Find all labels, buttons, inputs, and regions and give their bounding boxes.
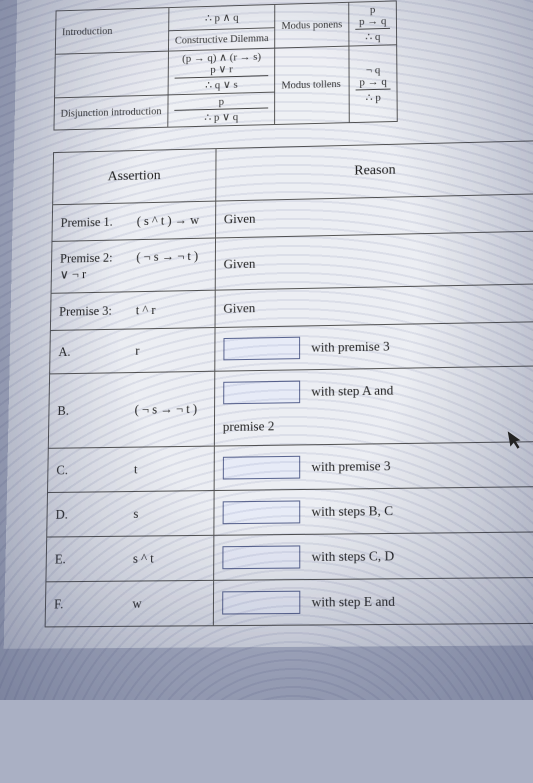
- cd-formula: (p → q) ∧ (r → s) p ∨ r ∴ q ∨ s: [168, 48, 275, 95]
- a-expr: r: [135, 344, 139, 358]
- c-reason: with premise 3: [311, 458, 390, 476]
- e-blank-input[interactable]: [222, 546, 300, 570]
- d-blank-input[interactable]: [222, 501, 300, 525]
- cd-prem2: p ∨ r: [210, 64, 232, 76]
- header-reason: Reason: [215, 141, 533, 201]
- row-f: F. w with step E and: [45, 578, 533, 627]
- mt-prem1: ¬ q: [366, 64, 380, 76]
- mp-prem1: p: [370, 4, 376, 16]
- e-reason: with steps C, D: [312, 548, 395, 566]
- mt-prem2: p → q: [359, 76, 386, 89]
- c-blank-input[interactable]: [223, 456, 300, 480]
- row-d: D. s with steps B, C: [47, 487, 533, 537]
- proof-table: Assertion Reason Premise 1. ( s ^ t ) → …: [45, 141, 533, 628]
- c-label: C.: [56, 462, 131, 478]
- cd-conc-top: ∴ p ∧ q: [169, 4, 275, 30]
- b-expr: ( ¬ s → ¬ t ): [135, 402, 198, 417]
- mp-prem2: p → q: [359, 15, 386, 27]
- f-blank-input[interactable]: [222, 591, 300, 615]
- p2-reason: Given: [215, 232, 533, 291]
- mt-conc: ∴ p: [355, 89, 391, 104]
- f-expr: w: [132, 596, 141, 611]
- di-conc: ∴ p ∨ q: [174, 109, 268, 125]
- a-reason: with premise 3: [311, 339, 390, 357]
- mp-name: Modus ponens: [275, 2, 349, 48]
- b-blank-input[interactable]: [223, 381, 300, 405]
- f-label: F.: [54, 596, 129, 612]
- mp-conc: ∴ q: [355, 29, 390, 44]
- p1-label: Premise 1.: [61, 214, 134, 230]
- row-e: E. s ^ t with steps C, D: [46, 532, 533, 582]
- rules-table: Introduction ∴ p ∧ q Modus ponens p p → …: [53, 0, 398, 131]
- mp-formula: p p → q ∴ q: [349, 1, 397, 46]
- row-p2: Premise 2: ( ¬ s → ¬ t ) ∨ ¬ r Given: [51, 232, 533, 294]
- p2-label: Premise 2:: [60, 251, 133, 267]
- header-assertion: Assertion: [53, 149, 216, 205]
- p3-expr: t ^ r: [136, 303, 156, 317]
- p3-label: Premise 3:: [59, 303, 133, 319]
- c-expr: t: [134, 462, 138, 476]
- f-reason: with step E and: [312, 594, 395, 612]
- e-expr: s ^ t: [133, 551, 154, 566]
- p1-expr: ( s ^ t ) → w: [137, 213, 199, 228]
- b-reason2: premise 2: [223, 415, 532, 436]
- cd-name: Constructive Dilemma: [168, 28, 275, 52]
- d-reason: with steps B, C: [311, 503, 393, 521]
- di-formula: p ∴ p ∨ q: [168, 92, 275, 127]
- cd-prem1: (p → q) ∧ (r → s): [182, 51, 261, 65]
- row-c: C. t with premise 3: [47, 442, 533, 493]
- rule-intro: Introduction: [55, 8, 169, 55]
- b-label: B.: [57, 403, 131, 419]
- d-label: D.: [56, 507, 131, 523]
- b-reason: with step A and: [311, 383, 393, 401]
- row-b: B. ( ¬ s → ¬ t ) with step A and premise…: [48, 366, 533, 448]
- row-a: A. r with premise 3: [50, 322, 533, 374]
- mt-formula: ¬ q p → q ∴ p: [349, 45, 398, 123]
- p3-reason: Given: [215, 284, 533, 328]
- a-label: A.: [58, 344, 132, 360]
- di-name: Disjunction introduction: [54, 95, 168, 130]
- mt-name: Modus tollens: [275, 46, 349, 125]
- e-label: E.: [55, 551, 130, 567]
- d-expr: s: [133, 506, 138, 521]
- a-blank-input[interactable]: [223, 337, 300, 361]
- cd-conc: ∴ q ∨ s: [174, 76, 268, 92]
